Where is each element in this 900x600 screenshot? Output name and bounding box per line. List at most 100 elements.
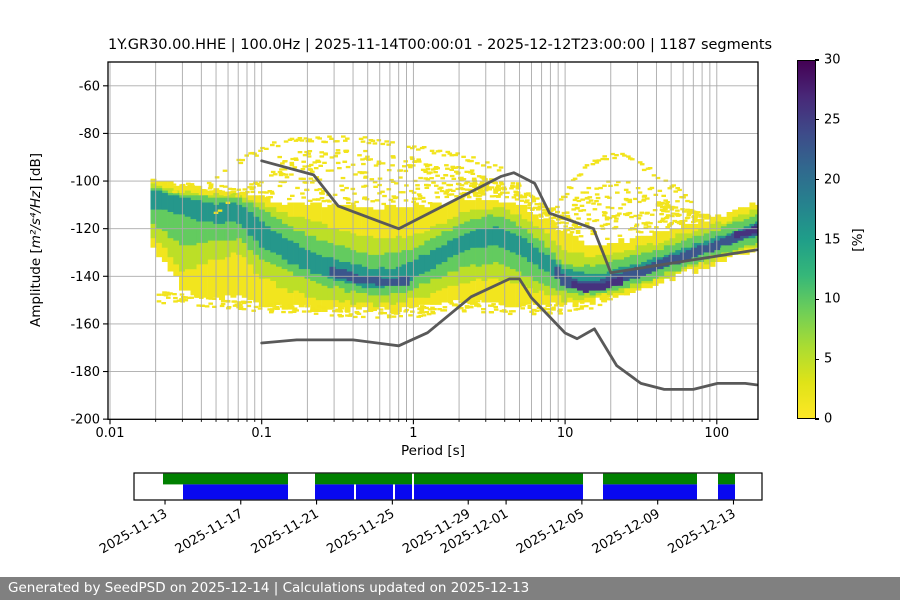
speckle (418, 176, 423, 180)
speckle (240, 158, 245, 162)
speckle (527, 306, 533, 309)
speckle (295, 186, 300, 190)
speckle (449, 154, 455, 157)
speckle (477, 190, 483, 193)
speckle (348, 313, 354, 316)
y-tick-label: -140 (70, 270, 100, 285)
speckle (594, 161, 600, 164)
speckle (444, 195, 450, 199)
speckle (481, 175, 487, 178)
speckle (449, 174, 455, 178)
speckle (272, 141, 277, 144)
speckle (402, 165, 407, 168)
speckle (535, 208, 541, 211)
heatmap-column (293, 243, 300, 265)
speckle (658, 203, 664, 206)
speckle (570, 179, 576, 182)
speckle (451, 189, 456, 192)
speckle (316, 198, 321, 201)
footer-text: Generated by SeedPSD on 2025-12-14 | Cal… (8, 580, 530, 596)
heatmap-column (447, 240, 454, 258)
speckle (492, 164, 498, 167)
speckle (534, 203, 540, 206)
speckle (633, 214, 638, 218)
speckle (194, 294, 199, 297)
speckle (544, 308, 549, 311)
speckle (444, 164, 449, 167)
speckle (375, 316, 380, 319)
speckle (511, 310, 516, 313)
speckle (456, 166, 461, 169)
y-tick-label: -80 (79, 127, 100, 142)
speckle (317, 188, 323, 191)
speckle (615, 191, 620, 194)
speckle (274, 307, 280, 310)
speckle (586, 213, 591, 216)
availability-date-labels: 2025-11-13 2025-11-17 2025-11-21 2025-11-25… (97, 506, 738, 557)
speckle (272, 307, 277, 310)
speckle (219, 184, 224, 188)
speckle (478, 183, 483, 186)
speckle (499, 191, 505, 194)
speckle (277, 170, 283, 174)
speckle (657, 220, 663, 223)
speckle (208, 183, 214, 186)
speckle (384, 140, 389, 143)
speckle (179, 184, 184, 187)
speckle (403, 169, 409, 173)
speckle (338, 306, 343, 309)
speckle (413, 160, 418, 163)
speckle (280, 162, 285, 165)
colorbar-tick-label: 5 (824, 351, 833, 367)
speckle (476, 305, 482, 308)
speckle (685, 208, 690, 211)
speckle (180, 296, 186, 299)
speckle (427, 308, 433, 311)
speckle (645, 197, 650, 200)
speckle (390, 141, 395, 144)
speckle (670, 214, 675, 218)
speckle (208, 297, 214, 300)
availability-data-segment (356, 484, 393, 500)
speckle (376, 162, 381, 165)
speckle (641, 199, 646, 202)
speckle (675, 200, 680, 203)
speckle (312, 161, 318, 164)
speckle (240, 300, 246, 303)
speckle (706, 215, 712, 218)
colorbar-tick (815, 298, 819, 300)
speckle (655, 176, 661, 180)
heatmap-column (310, 252, 317, 274)
heatmap-column (719, 238, 726, 246)
heatmap-column (582, 283, 589, 293)
speckle (345, 165, 351, 169)
plot-title: 1Y.GR30.00.HHE | 100.0Hz | 2025-11-14T00… (108, 37, 773, 53)
speckle (301, 177, 306, 180)
speckle (531, 200, 537, 203)
speckle (361, 315, 366, 319)
speckle (530, 208, 535, 211)
speckle (547, 303, 552, 307)
speckle (607, 216, 613, 220)
speckle (507, 312, 513, 316)
speckle (363, 149, 368, 153)
speckle (310, 307, 316, 310)
speckle (686, 210, 692, 214)
speckle (564, 211, 570, 214)
speckle (573, 224, 578, 227)
speckle (173, 300, 178, 303)
speckle (222, 185, 228, 188)
y-axis-ticks (103, 85, 108, 420)
speckle (378, 308, 384, 311)
speckle (503, 310, 508, 313)
speckle (698, 215, 703, 218)
heatmap-column (640, 266, 646, 277)
colorbar-tick-label: 20 (824, 172, 841, 188)
heatmap-column (390, 269, 397, 286)
speckle (321, 189, 326, 193)
speckle (470, 172, 476, 175)
heatmap-column (560, 273, 567, 286)
speckle (289, 164, 295, 167)
heatmap-column (577, 283, 584, 291)
speckle (284, 176, 290, 179)
